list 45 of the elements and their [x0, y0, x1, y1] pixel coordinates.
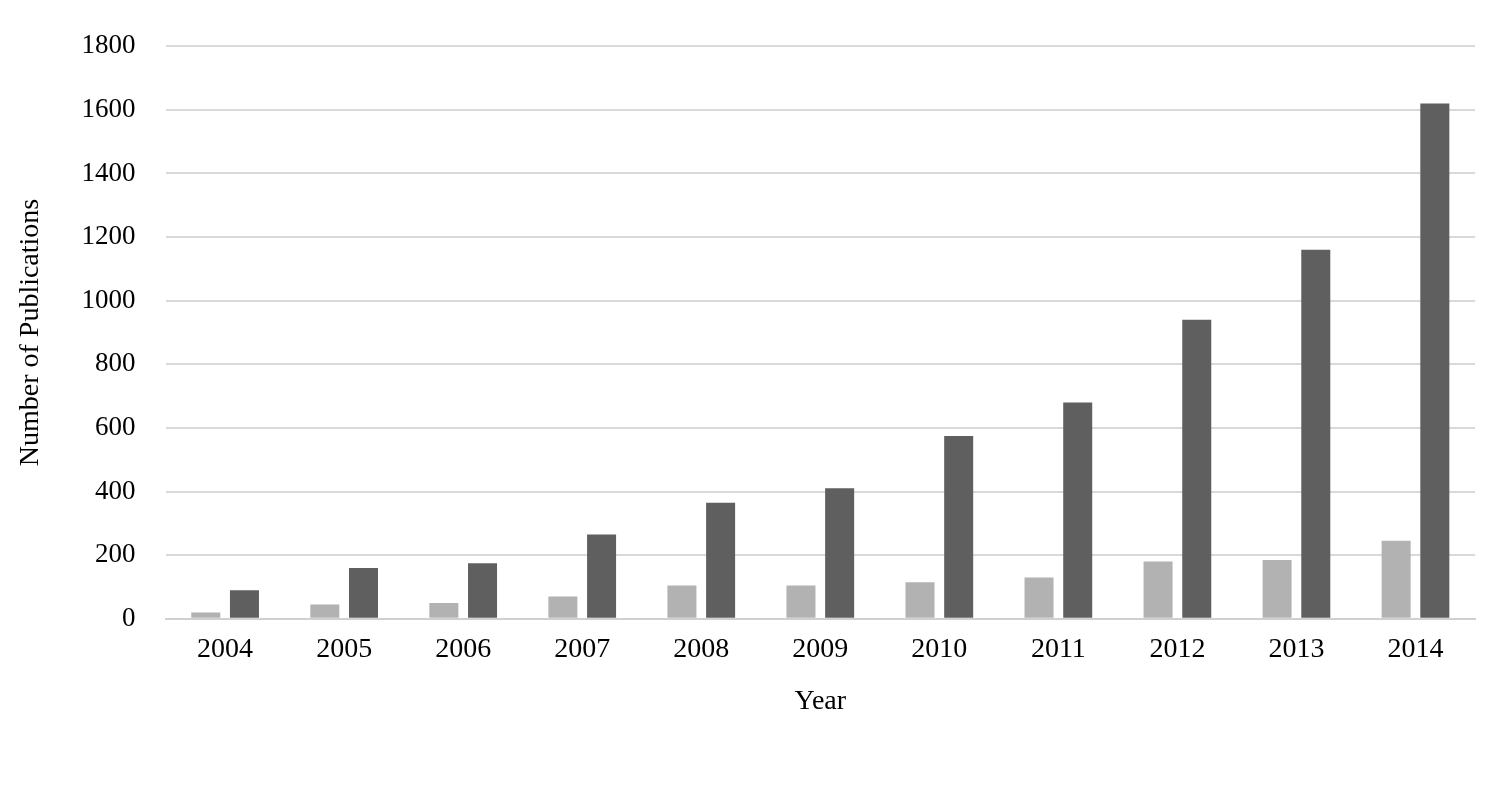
x-tick-label: 2008 [673, 631, 730, 663]
bar [548, 596, 578, 618]
bar [587, 534, 617, 618]
bar [667, 585, 697, 618]
y-tick-label: 0 [122, 601, 136, 632]
bar [944, 435, 974, 618]
bar [1182, 319, 1212, 618]
bar [1381, 540, 1411, 618]
y-tick-label: 1000 [81, 283, 136, 314]
x-tick-label: 2014 [1387, 631, 1444, 663]
x-tick-label: 2004 [197, 631, 254, 663]
y-axis-title: Number of Publications [13, 198, 45, 467]
y-tick-label: 200 [95, 538, 136, 569]
x-tick-label: 2007 [554, 631, 611, 663]
x-tick-label: 2010 [911, 631, 968, 663]
y-tick-label: 1200 [81, 220, 136, 251]
bar [905, 582, 935, 618]
bar [1143, 561, 1173, 618]
bar [229, 590, 259, 618]
x-tick-label: 2005 [316, 631, 373, 663]
y-tick-label: 800 [95, 347, 136, 378]
bar [1420, 103, 1450, 618]
bar [1063, 402, 1093, 618]
y-tick-label: 400 [95, 474, 136, 505]
y-tick-label: 600 [95, 411, 136, 442]
bar [310, 604, 340, 618]
y-tick-label: 1800 [81, 29, 136, 60]
bar [348, 567, 379, 618]
bar [1262, 559, 1292, 618]
y-tick-label: 1600 [81, 92, 136, 123]
x-tick-label: 2006 [435, 631, 492, 663]
bar [429, 602, 459, 618]
bar [1301, 249, 1331, 618]
y-tick-label: 1400 [81, 156, 136, 187]
bar [191, 612, 221, 618]
x-tick-label: 2009 [792, 631, 849, 663]
x-tick-label: 2013 [1268, 631, 1325, 663]
bar [825, 488, 855, 618]
bar [468, 563, 498, 618]
x-tick-label: 2011 [1030, 631, 1086, 663]
bar [1024, 577, 1054, 618]
x-tick-label: 2012 [1149, 631, 1206, 663]
bar [786, 585, 816, 618]
bar [706, 502, 736, 618]
x-axis-title: Year [794, 683, 847, 715]
